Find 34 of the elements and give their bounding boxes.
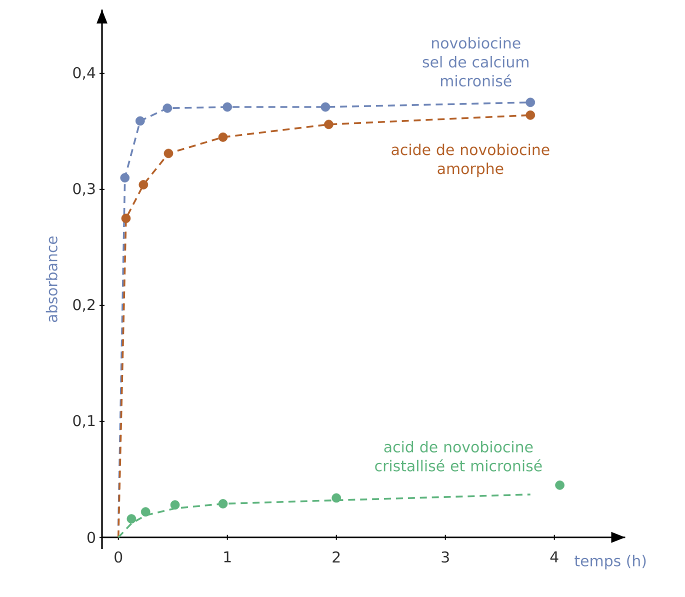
y-tick-label: 0 <box>87 532 96 544</box>
point <box>120 173 130 182</box>
x-tick-label: 4 <box>550 551 558 562</box>
point <box>164 148 174 158</box>
y-tick-label: 0,2 <box>73 298 95 312</box>
y-axis-title: absorbance <box>46 236 58 322</box>
series-label: acide de novobiocine amorphe <box>392 144 550 178</box>
point <box>324 120 334 130</box>
point <box>135 116 145 126</box>
x-tick-label: 0 <box>114 551 122 563</box>
y-tick-label: 0,3 <box>73 182 95 196</box>
point <box>332 493 342 503</box>
point <box>526 110 536 120</box>
point <box>218 132 228 142</box>
point <box>218 499 228 508</box>
point <box>138 180 148 190</box>
point <box>170 500 180 510</box>
point <box>526 98 536 108</box>
point <box>162 104 172 113</box>
point <box>320 102 330 112</box>
y-tick-label: 0,4 <box>73 66 96 80</box>
y-tick-label: 0,1 <box>73 414 95 428</box>
series-label: novobiocine sel de calcium micronisé <box>422 37 528 86</box>
series-label: acid de novobiocine cristallisé et micronisé <box>375 440 542 472</box>
point <box>121 214 131 224</box>
x-tick-label: 1 <box>224 551 231 562</box>
x-tick-label: 2 <box>332 551 340 562</box>
x-tick-label: 3 <box>442 551 449 563</box>
point <box>126 514 136 524</box>
x-axis-title: temps (h) <box>574 554 646 570</box>
point <box>140 507 150 517</box>
point <box>222 102 232 112</box>
point <box>555 480 564 490</box>
line-series <box>117 494 532 538</box>
